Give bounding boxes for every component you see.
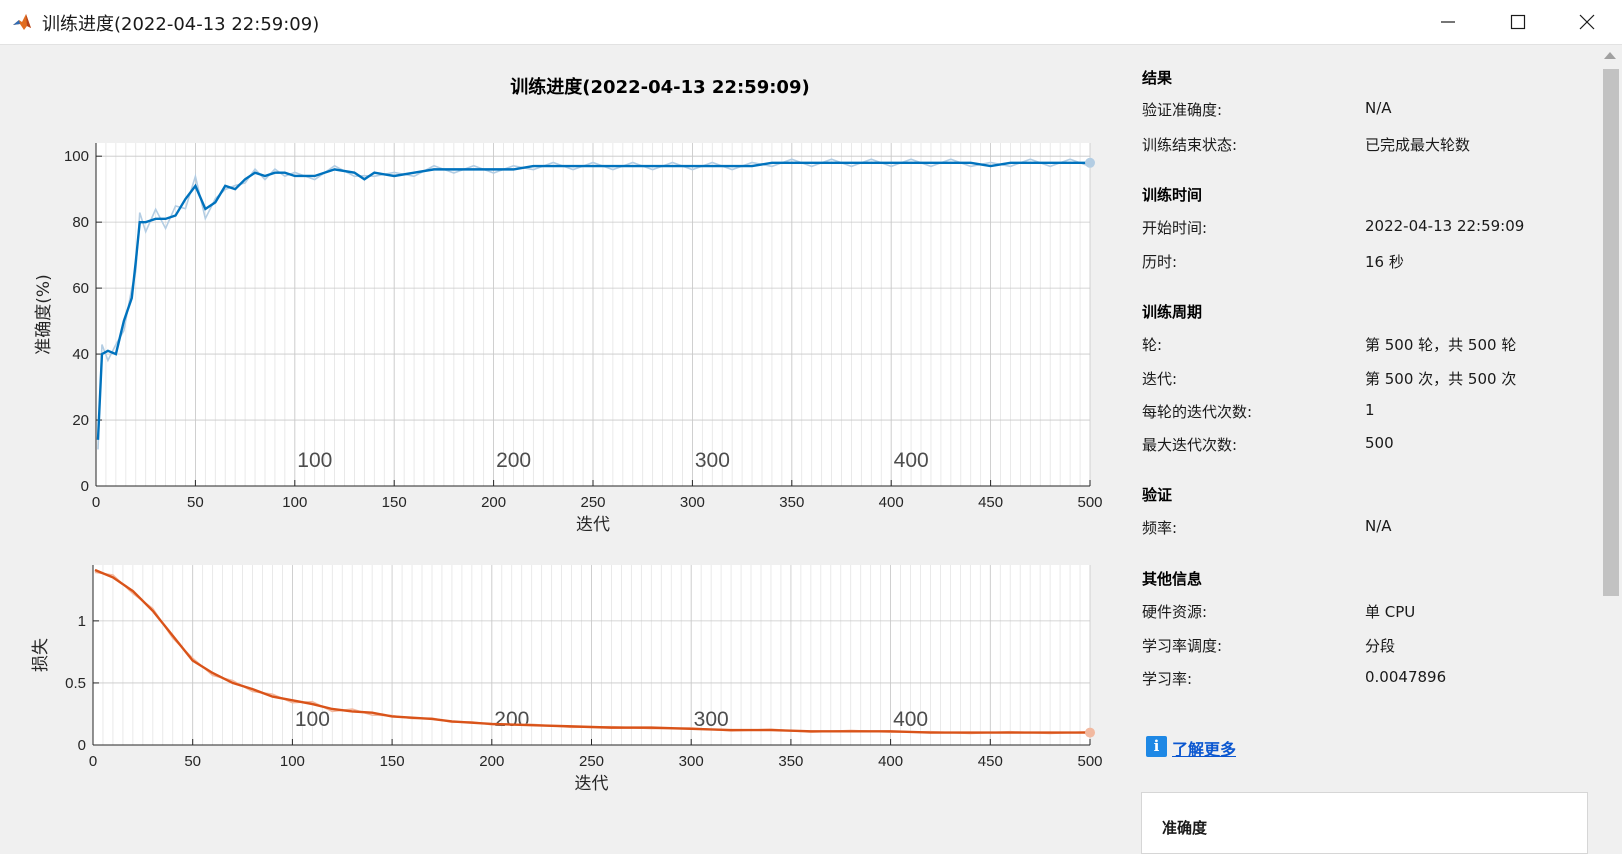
legend-panel-title: 准确度 [1162,819,1208,837]
section-title: 训练周期 [1142,303,1203,321]
scrollbar-thumb[interactable] [1603,69,1619,596]
info-value: 1 [1365,401,1375,419]
info-label: 学习率调度: [1142,637,1223,655]
y-tick-label: 0 [78,737,86,754]
maximize-button[interactable] [1483,0,1553,44]
x-tick-label: 400 [878,753,903,770]
y-axis-label: 准确度(%) [34,274,54,354]
window-title: 训练进度(2022-04-13 22:59:09) [42,14,320,35]
x-axis-label: 迭代 [575,774,609,794]
x-axis-label: 迭代 [576,515,610,535]
x-tick-label: 50 [184,753,201,770]
x-tick-label: 50 [187,494,204,511]
y-tick-label: 20 [72,412,89,429]
close-button[interactable] [1552,0,1622,44]
info-label: 训练结束状态: [1142,136,1238,154]
x-tick-label: 150 [382,494,407,511]
legend-panel: 准确度 [1141,792,1588,854]
epoch-label: 100 [297,449,332,472]
x-tick-label: 500 [1077,753,1102,770]
section-title: 训练时间 [1142,186,1203,204]
y-tick-label: 40 [72,346,89,363]
x-tick-label: 0 [89,753,97,770]
x-tick-label: 400 [879,494,904,511]
epoch-label: 100 [295,708,330,731]
x-tick-label: 350 [779,494,804,511]
x-tick-label: 200 [481,494,506,511]
matlab-logo-icon [11,11,33,33]
x-tick-label: 0 [92,494,100,511]
section-title: 结果 [1142,69,1173,87]
final-point-marker [1085,157,1095,168]
minimize-button[interactable] [1413,0,1483,44]
training-charts: 0 50 100 150 200 250 300 350 400 450 5000204060801… [31,143,1103,794]
epoch-label: 200 [496,449,531,472]
y-axis-label: 损失 [31,638,51,672]
epoch-label: 400 [893,708,928,731]
info-value: 0.0047896 [1365,668,1447,686]
section-title: 其他信息 [1142,570,1203,588]
scroll-up-arrow-icon[interactable] [1604,52,1616,59]
x-tick-label: 200 [479,753,504,770]
learn-more-label[interactable]: 了解更多 [1172,740,1237,759]
info-icon: i [1146,736,1167,757]
info-label: 硬件资源: [1142,603,1208,621]
info-value: 第 500 次，共 500 次 [1365,370,1517,388]
x-tick-label: 150 [380,753,405,770]
x-tick-label: 350 [778,753,803,770]
x-tick-label: 450 [978,494,1003,511]
smoothed-series-line [96,161,1090,440]
info-label: 轮: [1142,336,1163,354]
maximize-icon [1510,14,1526,30]
info-value: 2022-04-13 22:59:09 [1365,217,1525,235]
info-label: 频率: [1142,519,1178,537]
smoothed-series-line [94,568,1090,734]
x-tick-label: 250 [579,753,604,770]
plot-title: 训练进度(2022-04-13 22:59:09) [510,77,810,98]
info-value: 已完成最大轮数 [1365,136,1471,154]
info-label: 学习率: [1142,670,1193,688]
info-value: 第 500 轮，共 500 轮 [1365,336,1517,354]
x-tick-label: 100 [282,494,307,511]
x-tick-label: 250 [580,494,605,511]
info-label: 验证准确度: [1142,101,1223,119]
y-tick-label: 1 [78,613,86,630]
final-point-marker [1085,727,1095,738]
raw-series-line [97,158,1091,450]
y-tick-label: 0.5 [65,675,86,692]
epoch-label: 300 [694,708,729,731]
info-value: 单 CPU [1365,603,1416,621]
x-tick-label: 300 [680,494,705,511]
x-tick-label: 450 [978,753,1003,770]
section-title: 验证 [1142,486,1173,504]
y-tick-label: 80 [72,214,89,231]
info-value: N/A [1365,517,1392,535]
info-value: N/A [1365,99,1392,117]
info-label: 开始时间: [1142,219,1208,237]
info-label: 历时: [1142,253,1178,271]
info-value: 分段 [1365,637,1396,655]
close-icon [1579,14,1595,30]
epoch-label: 200 [494,708,529,731]
epoch-label: 400 [894,449,929,472]
x-tick-label: 100 [280,753,305,770]
x-tick-label: 300 [679,753,704,770]
info-label: 迭代: [1142,370,1178,388]
info-value: 500 [1365,434,1394,452]
info-label: 最大迭代次数: [1142,436,1238,454]
info-label: 每轮的迭代次数: [1142,403,1253,421]
y-tick-label: 60 [72,280,89,297]
info-value: 16 秒 [1365,253,1404,271]
y-tick-label: 100 [64,148,89,165]
epoch-label: 300 [695,449,730,472]
minimize-icon [1441,21,1455,23]
title-bar: 训练进度(2022-04-13 22:59:09) [0,0,1622,45]
y-tick-label: 0 [81,478,89,495]
x-tick-label: 500 [1077,494,1102,511]
